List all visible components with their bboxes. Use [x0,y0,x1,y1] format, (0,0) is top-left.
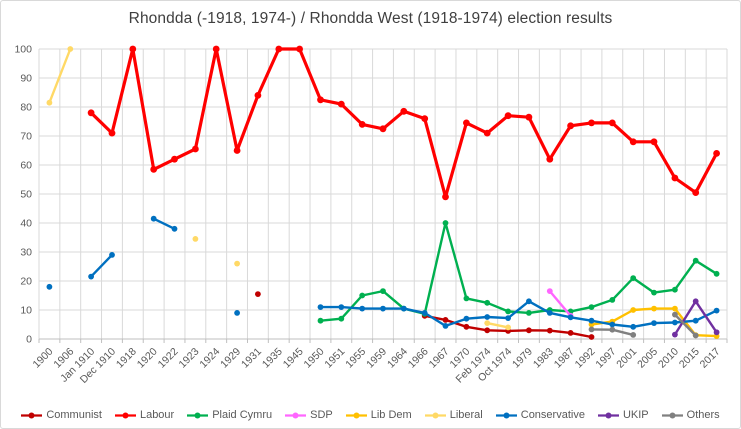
svg-text:1987: 1987 [552,346,577,371]
legend-item-labour: Labour [114,409,175,421]
svg-text:60: 60 [20,160,32,172]
svg-text:1931: 1931 [239,346,264,371]
svg-text:1924: 1924 [197,346,222,371]
legend-label-labour: Labour [139,409,175,421]
legend-item-liberal: Liberal [424,409,483,421]
svg-text:1964: 1964 [385,346,410,371]
svg-text:10: 10 [20,305,32,317]
svg-text:1945: 1945 [281,346,306,371]
svg-text:1929: 1929 [218,346,243,371]
series-liberal [46,46,511,331]
svg-text:30: 30 [20,247,32,259]
svg-text:1950: 1950 [302,346,327,371]
svg-text:1959: 1959 [364,346,389,371]
series-plaid-cymru [317,220,720,324]
svg-text:1923: 1923 [176,346,201,371]
legend-item-conservative: Conservative [495,409,585,421]
legend-item-plaid-cymru: Plaid Cymru [187,409,272,421]
svg-text:80: 80 [20,102,32,114]
legend-marker-others [661,412,683,418]
legend-label-conservative: Conservative [520,409,585,421]
svg-text:50: 50 [20,189,32,201]
svg-text:20: 20 [20,276,32,288]
legend-label-lib-dem: Lib Dem [370,409,412,421]
legend-item-others: Others [661,409,720,421]
legend-item-lib-dem: Lib Dem [345,409,412,421]
svg-text:40: 40 [20,218,32,230]
legend-item-sdp: SDP [285,409,333,421]
svg-text:2001: 2001 [614,346,639,371]
series-labour [87,45,720,201]
chart-legend: Communist Labour Plaid Cymru SDP Lib Dem Libe… [1,409,740,421]
y-gridlines-and-labels: 0 10 20 30 40 50 60 70 80 90 100 [14,44,727,346]
legend-marker-communist [21,412,43,418]
svg-text:1920: 1920 [135,346,160,371]
svg-text:1997: 1997 [593,346,618,371]
svg-text:1951: 1951 [322,346,347,371]
series-others [588,311,699,339]
svg-text:70: 70 [20,131,32,143]
legend-label-plaid-cymru: Plaid Cymru [212,409,273,421]
svg-text:1900: 1900 [31,346,56,371]
svg-text:1966: 1966 [406,346,431,371]
legend-marker-sdp [285,412,307,418]
svg-text:100: 100 [14,44,32,56]
legend-label-communist: Communist [46,409,102,421]
svg-text:90: 90 [20,73,32,85]
chart-title: Rhondda (-1918, 1974-) / Rhondda West (1… [128,10,613,27]
svg-text:2010: 2010 [656,346,681,371]
svg-text:1935: 1935 [260,346,285,371]
svg-text:1922: 1922 [156,346,181,371]
legend-marker-liberal [424,412,446,418]
legend-label-ukip: UKIP [622,409,649,421]
legend-label-sdp: SDP [310,409,333,421]
svg-text:1992: 1992 [573,346,598,371]
series-ukip [672,298,720,338]
legend-item-ukip: UKIP [597,409,649,421]
legend-marker-lib-dem [345,412,367,418]
legend-marker-ukip [597,412,619,418]
svg-text:1983: 1983 [531,346,556,371]
svg-text:2005: 2005 [635,346,660,371]
legend-marker-plaid-cymru [187,412,209,418]
svg-text:1979: 1979 [510,346,535,371]
svg-text:0: 0 [26,334,32,346]
series-communist [255,291,595,340]
svg-text:2017: 2017 [698,346,723,371]
svg-text:1967: 1967 [427,346,452,371]
svg-text:1918: 1918 [114,346,139,371]
svg-text:1955: 1955 [343,346,368,371]
legend-marker-conservative [495,412,517,418]
legend-item-communist: Communist [21,409,102,421]
svg-text:2015: 2015 [677,346,702,371]
legend-label-others: Others [686,409,720,421]
legend-marker-labour [114,412,136,418]
x-gridlines-and-ticks [38,49,728,343]
legend-label-liberal: Liberal [449,409,483,421]
series-conservative [46,215,720,330]
